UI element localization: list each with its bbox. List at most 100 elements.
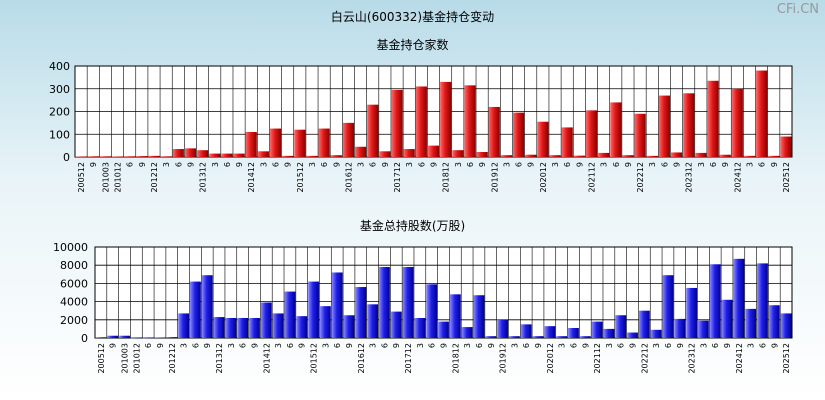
bar-shares-2 <box>119 335 130 338</box>
bar-holders-29 <box>427 145 440 157</box>
bar-holders-17 <box>282 155 294 157</box>
y-tick-label: 6000 <box>60 277 88 290</box>
x-tick-label: 3 <box>502 162 511 167</box>
x-tick-label: 9 <box>527 162 536 167</box>
x-tick-label: 201812 <box>451 343 460 374</box>
x-tick-label: 6 <box>709 162 718 167</box>
x-tick-label: 9 <box>575 162 584 167</box>
bar-holders-30 <box>440 81 452 157</box>
bar-shares-3 <box>130 337 142 339</box>
x-tick-label: 201612 <box>357 343 366 374</box>
bar-holders-7 <box>160 156 172 157</box>
x-tick-label: 6 <box>711 343 720 348</box>
y-tick-label: 400 <box>49 60 70 73</box>
x-tick-label: 202512 <box>782 343 791 374</box>
x-tick-label: 3 <box>321 343 330 348</box>
bar-shares-53 <box>721 299 733 338</box>
x-tick-label: 6 <box>428 343 437 348</box>
x-tick-label: 3 <box>510 343 519 348</box>
x-tick-label: 201512 <box>310 343 319 374</box>
bar-holders-35 <box>500 155 512 157</box>
x-tick-label: 3 <box>405 162 414 167</box>
bar-shares-9 <box>201 275 213 338</box>
x-tick-label: 3 <box>162 162 171 167</box>
bar-shares-54 <box>733 258 745 338</box>
x-tick-label: 3 <box>747 343 756 348</box>
bar-shares-36 <box>520 324 532 338</box>
x-tick-label: 6 <box>563 162 572 167</box>
x-tick-label: 201912 <box>490 162 499 193</box>
x-tick-label: 9 <box>250 343 259 348</box>
bar-shares-12 <box>237 317 249 338</box>
bar-holders-27 <box>403 149 415 157</box>
x-tick-label: 3 <box>369 343 378 348</box>
x-tick-label: 202212 <box>640 343 649 374</box>
bar-shares-48 <box>662 275 674 338</box>
x-tick-label: 3 <box>745 162 754 167</box>
bar-shares-27 <box>414 317 426 338</box>
x-tick-label: 3 <box>605 343 614 348</box>
bar-shares-7 <box>178 313 190 338</box>
x-tick-label: 201612 <box>344 162 353 193</box>
bar-shares-43 <box>603 328 615 338</box>
bar-holders-2 <box>99 156 111 157</box>
bar-holders-23 <box>355 146 367 157</box>
bar-shares-52 <box>709 264 721 338</box>
bar-shares-44 <box>615 315 627 338</box>
bar-holders-41 <box>573 155 585 157</box>
bar-shares-55 <box>745 308 757 338</box>
x-tick-label: 9 <box>478 162 487 167</box>
x-tick-label: 9 <box>203 343 212 348</box>
x-tick-label: 9 <box>186 162 195 167</box>
x-tick-label: 3 <box>227 343 236 348</box>
x-tick-label: 3 <box>416 343 425 348</box>
x-tick-label: 6 <box>144 343 153 348</box>
x-tick-label: 6 <box>660 162 669 167</box>
x-tick-label: 201712 <box>393 162 402 193</box>
bar-holders-21 <box>330 155 342 157</box>
x-tick-label: 9 <box>676 343 685 348</box>
bar-shares-56 <box>757 263 768 338</box>
bar-shares-1 <box>107 335 119 338</box>
x-tick-label: 6 <box>174 162 183 167</box>
x-tick-label: 202012 <box>546 343 555 374</box>
bar-holders-39 <box>549 155 561 157</box>
bar-holders-47 <box>646 155 658 157</box>
x-tick-label: 9 <box>345 343 354 348</box>
bar-shares-24 <box>379 267 390 338</box>
bar-holders-14 <box>245 131 257 157</box>
x-tick-label: 6 <box>126 162 135 167</box>
bar-holders-48 <box>658 95 670 157</box>
x-tick-label: 9 <box>381 162 390 167</box>
bar-shares-5 <box>154 337 166 339</box>
watermark: CFi.CN <box>776 2 819 17</box>
bar-holders-0 <box>75 156 87 158</box>
bar-holders-6 <box>148 155 160 157</box>
x-tick-label: 9 <box>89 162 98 167</box>
x-tick-label: 6 <box>369 162 378 167</box>
x-tick-label: 201812 <box>442 162 451 193</box>
bar-shares-38 <box>544 326 556 338</box>
bar-holders-31 <box>452 150 464 157</box>
bar-shares-46 <box>638 310 650 338</box>
bar-holders-1 <box>87 156 99 157</box>
x-tick-label: 6 <box>417 162 426 167</box>
x-tick-label: 201012 <box>132 343 141 374</box>
x-tick-label: 9 <box>298 343 307 348</box>
bar-holders-43 <box>598 152 610 157</box>
x-tick-label: 3 <box>454 162 463 167</box>
x-tick-label: 6 <box>239 343 248 348</box>
bar-holders-22 <box>342 122 355 157</box>
bar-holders-18 <box>294 129 306 157</box>
x-tick-label: 201912 <box>499 343 508 374</box>
bar-holders-9 <box>184 148 197 157</box>
x-tick-label: 6 <box>515 162 524 167</box>
bar-shares-34 <box>497 319 508 338</box>
x-tick-label: 201212 <box>150 162 159 193</box>
bar-shares-14 <box>260 302 272 338</box>
bar-holders-16 <box>269 128 282 157</box>
y-tick-label: 300 <box>49 83 70 96</box>
x-tick-label: 3 <box>652 343 661 348</box>
